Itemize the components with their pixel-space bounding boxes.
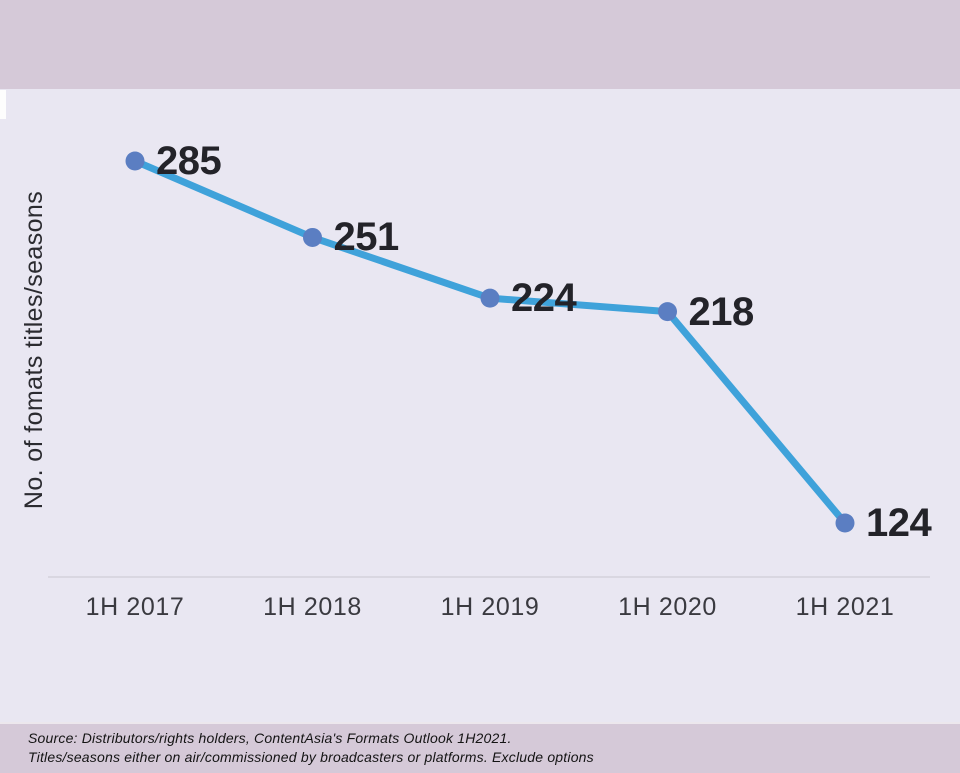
bottom-band [0,722,960,773]
source-line-1: Source: Distributors/rights holders, Con… [28,730,512,746]
x-tick-label: 1H 2020 [618,593,717,621]
data-point-marker [480,288,500,308]
data-point-markers [125,151,855,533]
point-value-label: 251 [333,215,400,260]
data-point-marker [303,227,322,247]
point-value-label: 285 [156,139,222,183]
data-point-marker [125,151,145,171]
left-edge-notch [0,90,6,119]
top-band [0,0,960,89]
source-line-2: Titles/seasons either on air/commissione… [28,749,594,765]
point-value-label: 218 [688,289,755,334]
x-tick-label: 1H 2019 [440,593,540,621]
x-tick-label: 1H 2017 [85,593,185,621]
point-value-label: 124 [866,501,932,545]
x-tick-label: 1H 2018 [263,593,362,621]
source-note: Source: Distributors/rights holders, Con… [28,729,594,767]
x-axis-line [48,576,930,578]
point-value-label: 224 [511,276,577,321]
x-tick-label: 1H 2021 [795,593,895,621]
data-point-marker [835,513,855,533]
data-point-marker [658,302,677,322]
series-line [131,157,849,527]
